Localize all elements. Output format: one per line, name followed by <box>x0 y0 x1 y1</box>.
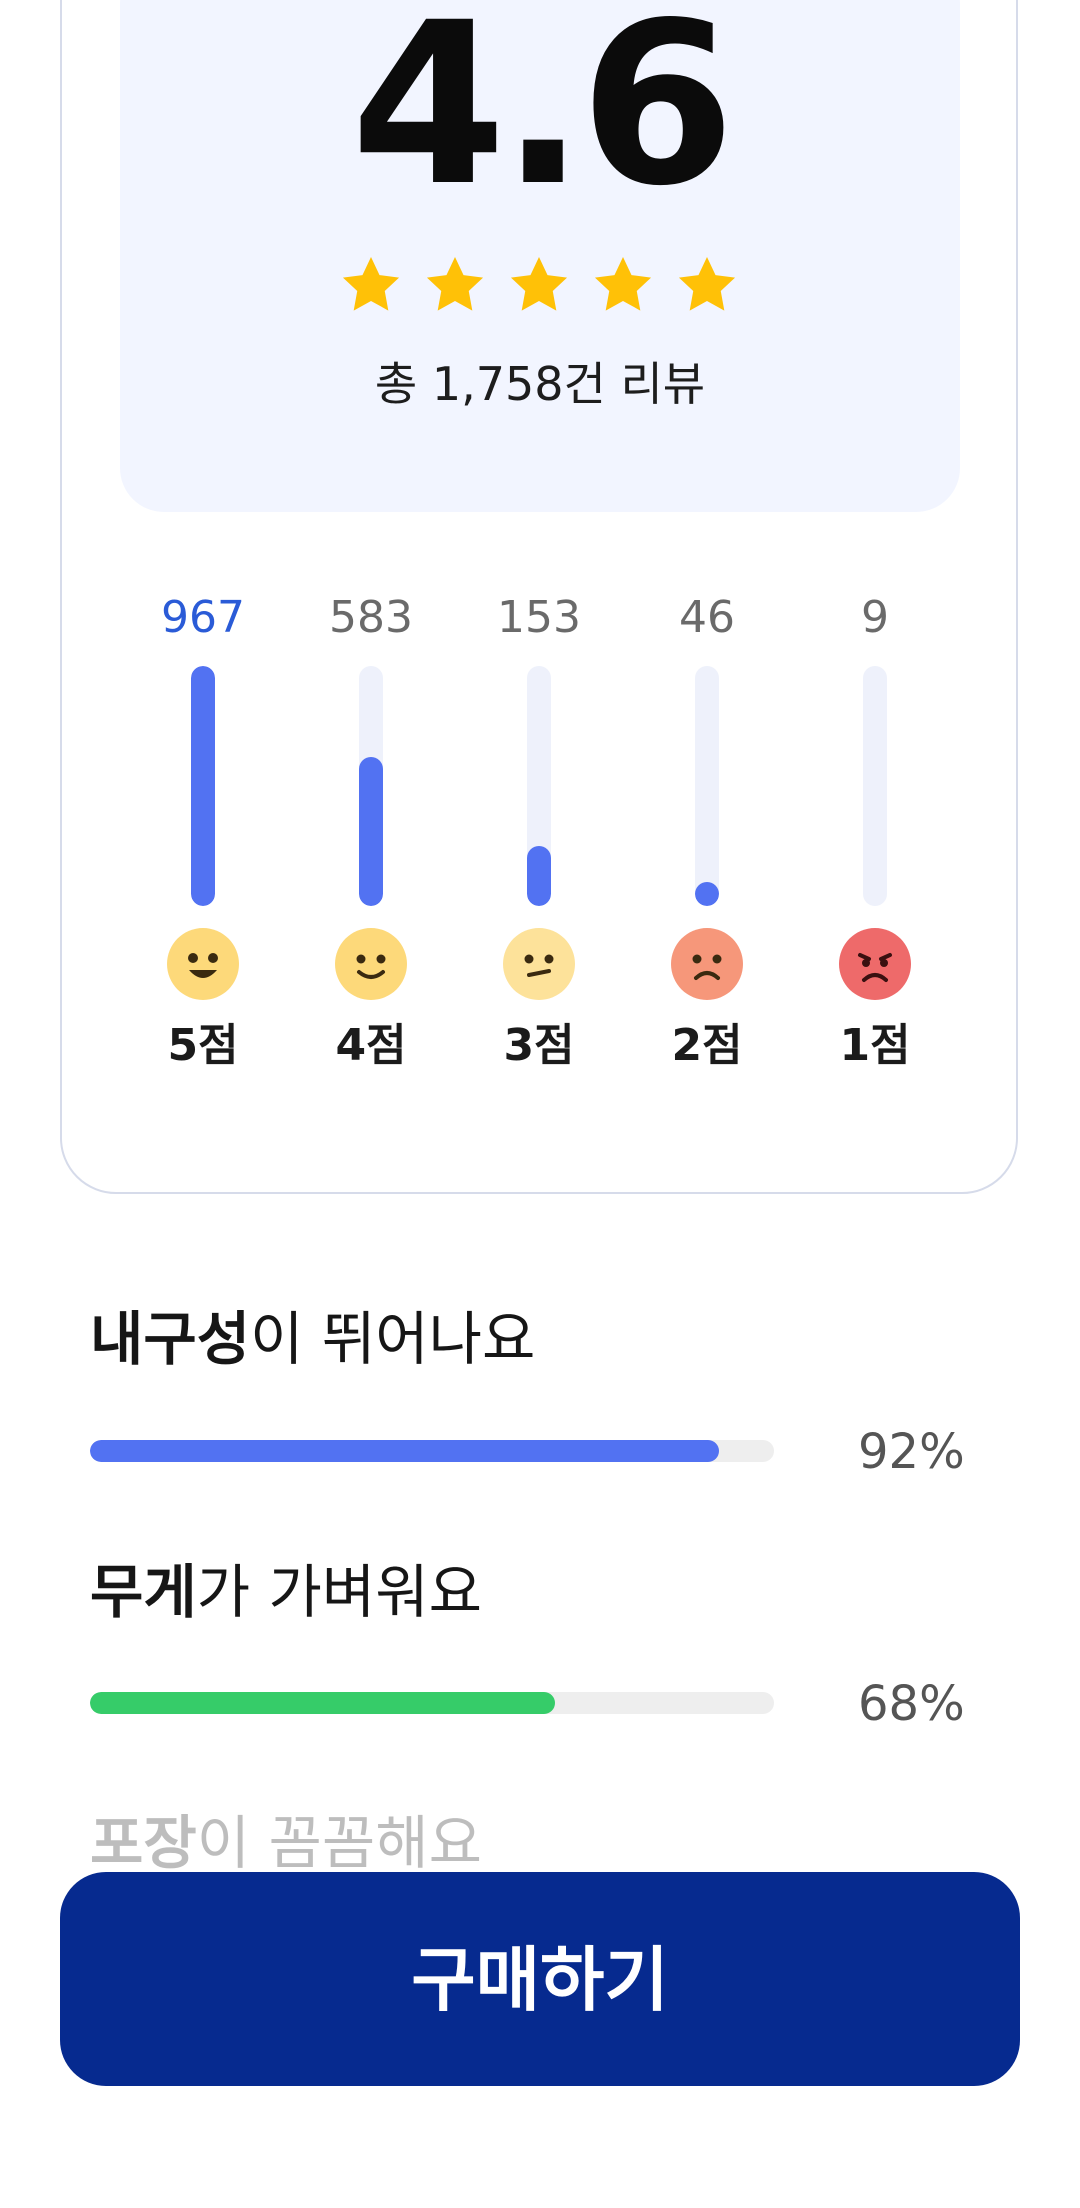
rating-label: 4점 <box>335 1020 407 1071</box>
rating-bar-fill <box>191 666 215 906</box>
total-reviews: 총 1,758건 리뷰 <box>374 357 706 411</box>
rating-label: 1점 <box>839 1020 911 1071</box>
attribute-keyword: 내구성 <box>90 1305 251 1373</box>
attribute-text: 가 가벼워요 <box>196 1558 482 1626</box>
attribute-bar-track <box>90 1440 774 1462</box>
rating-bar-track <box>863 666 887 906</box>
rating-count: 583 <box>329 592 413 643</box>
rating-column-2[interactable]: 46 2점 <box>622 590 792 1074</box>
attribute-percent: 92% <box>858 1424 965 1480</box>
rating-bar-fill <box>359 757 383 906</box>
star-icon <box>506 252 572 318</box>
rating-label: 3점 <box>503 1020 575 1071</box>
attribute-keyword: 포장 <box>90 1809 197 1877</box>
score-panel <box>120 0 960 512</box>
sad-face-icon <box>839 928 911 1000</box>
rating-bar-track <box>527 666 551 906</box>
rating-count: 153 <box>497 592 581 643</box>
rating-bar-track <box>359 666 383 906</box>
rating-bar-track <box>191 666 215 906</box>
attribute-percent: 68% <box>858 1676 965 1732</box>
attribute-bar-fill <box>90 1440 720 1462</box>
attribute-title: 포장이 꼼꼼해요 <box>90 1806 482 1880</box>
rating-column-4[interactable]: 583 4점 <box>286 590 456 1074</box>
rating-count: 967 <box>161 592 245 643</box>
star-rating <box>338 252 740 318</box>
attribute-text: 이 뛰어나요 <box>250 1305 536 1373</box>
star-icon <box>422 252 488 318</box>
star-icon <box>674 252 740 318</box>
attribute-text: 이 꼼꼼해요 <box>196 1809 482 1877</box>
buy-button[interactable]: 구매하기 <box>60 1872 1020 2086</box>
rating-label: 5점 <box>167 1020 239 1071</box>
average-score: 4.6 <box>350 0 736 235</box>
grin-face-icon <box>167 928 239 1000</box>
frown-face-icon <box>671 928 743 1000</box>
rating-bar-fill <box>695 882 719 906</box>
rating-bar-track <box>695 666 719 906</box>
star-icon <box>590 252 656 318</box>
rating-bar-fill <box>527 846 551 906</box>
smile-face-icon <box>335 928 407 1000</box>
rating-count: 46 <box>679 592 735 643</box>
attribute-title: 무게가 가벼워요 <box>90 1555 482 1629</box>
rating-column-1[interactable]: 9 1점 <box>790 590 960 1074</box>
rating-label: 2점 <box>671 1020 743 1071</box>
attribute-bar-track <box>90 1692 774 1714</box>
star-icon <box>338 252 404 318</box>
attribute-bar-fill <box>90 1692 556 1714</box>
rating-column-5[interactable]: 967 5점 <box>118 590 288 1074</box>
rating-count: 9 <box>861 592 889 643</box>
attribute-title: 내구성이 뛰어나요 <box>90 1302 535 1376</box>
rating-column-3[interactable]: 153 3점 <box>454 590 624 1074</box>
attribute-keyword: 무게 <box>90 1558 197 1626</box>
neutral-face-icon <box>503 928 575 1000</box>
